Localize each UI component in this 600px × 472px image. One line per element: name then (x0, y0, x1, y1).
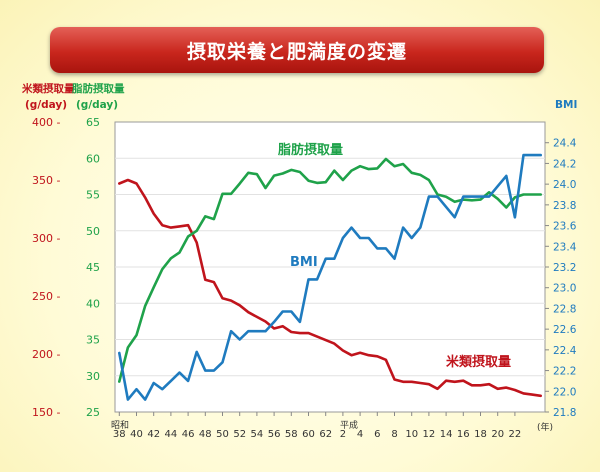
chart-title-banner: 摂取栄養と肥満度の変遷 (50, 27, 544, 73)
fat-tick-label: 50 (86, 225, 100, 238)
rice-axis-ticks: 400 - 350 - 300 - 250 - 200 - 150 - (32, 116, 60, 419)
fat-tick-label: 65 (86, 116, 100, 129)
fat-axis-unit: (g/day) (76, 99, 118, 111)
x-tick-label: 12 (423, 429, 436, 440)
rice-tick-label: 350 - (32, 174, 60, 187)
bmi-tick-label: 23.6 (553, 221, 577, 233)
x-tick-label: 50 (216, 429, 229, 440)
x-tick-label: 10 (405, 429, 418, 440)
x-tick-label: 42 (147, 429, 160, 440)
bmi-tick-label: 22.6 (553, 324, 577, 336)
fat-series-line (118, 157, 543, 383)
x-tick-label: 44 (165, 429, 178, 440)
fat-series-label: 脂肪摂取量 (277, 142, 343, 158)
fat-axis-label: 脂肪摂取量 (71, 82, 125, 95)
bmi-tick-label: 24.2 (553, 158, 576, 170)
bmi-tick-label: 24.4 (553, 138, 577, 150)
fat-tick-label: 60 (86, 152, 100, 165)
bmi-tick-label: 23.2 (553, 262, 576, 274)
rice-series-label: 米類摂取量 (446, 354, 511, 370)
x-tick-label: 58 (285, 429, 298, 440)
rice-tick-label: 300 - (32, 232, 60, 245)
x-tick-label: 20 (491, 429, 504, 440)
fat-axis-ticks: 65 60 55 50 45 40 35 30 25 (86, 116, 100, 419)
bmi-tick-label: 23.8 (553, 200, 576, 212)
fat-tick-label: 55 (86, 189, 100, 202)
x-tick-label: 62 (319, 429, 332, 440)
x-era-heisei-label: 平成 (340, 419, 358, 431)
bmi-tick-label: 23.0 (553, 283, 576, 295)
bmi-axis-label: BMI (555, 99, 577, 111)
x-tick-label: 54 (251, 429, 264, 440)
rice-series-line (118, 178, 543, 398)
x-era-showa-label: 昭和 (111, 420, 129, 431)
x-tick-label: 56 (268, 429, 281, 440)
x-axis-ticks: 38 40 42 44 46 48 50 52 54 56 58 60 62 2 4 6 8 10 12 14 16 18… (113, 412, 521, 440)
bmi-series-line (118, 153, 543, 401)
fat-tick-label: 45 (86, 261, 100, 274)
x-axis-unit: (年) (537, 421, 553, 433)
x-tick-label: 40 (130, 429, 143, 440)
x-tick-label: 46 (182, 429, 195, 440)
x-tick-label: 48 (199, 429, 212, 440)
bmi-tick-label: 22.0 (553, 386, 576, 398)
rice-tick-label: 400 - (32, 116, 60, 129)
x-tick-label: 14 (440, 429, 453, 440)
fat-tick-label: 35 (86, 334, 100, 347)
fat-tick-label: 30 (86, 370, 100, 383)
fat-tick-label: 25 (86, 406, 100, 419)
fat-tick-label: 40 (86, 297, 100, 310)
x-tick-label: 4 (357, 429, 363, 440)
bmi-tick-label: 22.4 (553, 345, 577, 357)
bmi-axis-ticks: 24.4 24.2 24.0 23.8 23.6 23.4 23.2 23.0 22.8 22.6… (545, 138, 577, 419)
bmi-series-label: BMI (290, 255, 318, 270)
plot-grid (115, 157, 545, 377)
bmi-tick-label: 21.8 (553, 407, 576, 419)
x-tick-label: 2 (340, 429, 346, 440)
x-tick-label: 60 (302, 429, 315, 440)
rice-axis-label: 米類摂取量 (21, 82, 75, 95)
x-tick-label: 52 (233, 429, 246, 440)
rice-tick-label: 200 - (32, 348, 60, 361)
bmi-tick-label: 22.2 (553, 366, 576, 378)
x-tick-label: 18 (474, 429, 487, 440)
rice-axis-unit: (g/day) (25, 99, 67, 111)
x-tick-label: 6 (374, 429, 380, 440)
x-tick-label: 16 (457, 429, 470, 440)
x-tick-label: 38 (113, 429, 126, 440)
x-tick-label: 8 (391, 429, 397, 440)
bmi-tick-label: 24.0 (553, 179, 576, 191)
bmi-tick-label: 22.8 (553, 303, 576, 315)
series-layer (118, 153, 543, 401)
bmi-tick-label: 23.4 (553, 241, 577, 253)
x-tick-label: 22 (509, 429, 522, 440)
rice-tick-label: 150 - (32, 406, 60, 419)
rice-tick-label: 250 - (32, 290, 60, 303)
